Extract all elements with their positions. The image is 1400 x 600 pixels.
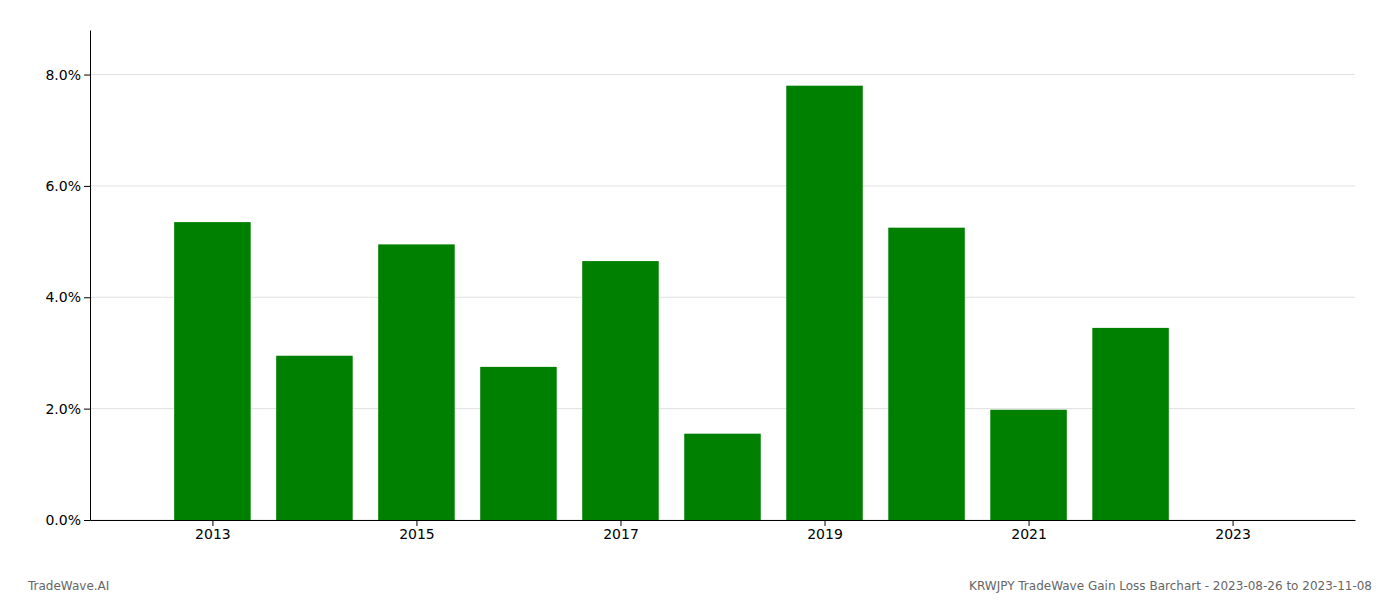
bar (1092, 328, 1169, 520)
tick-label: 2.0% (45, 401, 81, 417)
tick: 8.0% (45, 67, 90, 83)
bar (378, 244, 455, 520)
annotation: TradeWave.AI (27, 579, 109, 593)
bar (888, 228, 965, 520)
bar (480, 367, 557, 520)
tick-label: 0.0% (45, 512, 81, 528)
tick-label: 2023 (1215, 526, 1251, 542)
bar (276, 356, 353, 520)
bar (990, 410, 1067, 520)
plot-area (174, 86, 1169, 520)
grid-line (90, 74, 1355, 75)
tick-label: 6.0% (45, 178, 81, 194)
tick-mark (84, 409, 90, 410)
tick: 2013 (195, 520, 231, 542)
tick: 2017 (603, 520, 639, 542)
tick: 0.0% (45, 512, 90, 528)
tick: 2.0% (45, 401, 90, 417)
tick-mark (84, 75, 90, 76)
tick-label: 8.0% (45, 67, 81, 83)
tick-mark (84, 520, 90, 521)
annotation: KRWJPY TradeWave Gain Loss Barchart - 20… (969, 579, 1372, 593)
tick-label: 2013 (195, 526, 231, 542)
tick: 2015 (399, 520, 435, 542)
y-axis: 0.0% 2.0% 4.0% 6.0% 8.0% (45, 31, 90, 528)
bar (684, 434, 761, 520)
grid-line (90, 297, 1355, 298)
tick: 2019 (807, 520, 843, 542)
tick-label: 2019 (807, 526, 843, 542)
axis-line (90, 31, 91, 521)
tick-label: 2021 (1011, 526, 1047, 542)
bar (582, 261, 659, 520)
tick: 6.0% (45, 178, 90, 194)
x-axis: 2013 2015 2017 2019 2021 2023 (91, 520, 1356, 542)
tick-mark (84, 297, 90, 298)
bar (174, 222, 251, 520)
tick-label: 2017 (603, 526, 639, 542)
tick-label: 2015 (399, 526, 435, 542)
bar (786, 86, 863, 520)
tick-label: 4.0% (45, 289, 81, 305)
tick-mark (84, 186, 90, 187)
axis-line (91, 520, 1356, 521)
tick: 2021 (1011, 520, 1047, 542)
grid-line (90, 185, 1355, 186)
chart: 2013 2015 2017 2019 2021 2023 0.0% 2.0% 4.0% 6.0%… (0, 0, 1400, 600)
grid (90, 75, 1355, 520)
tick: 2023 (1215, 520, 1251, 542)
tick: 4.0% (45, 289, 90, 305)
